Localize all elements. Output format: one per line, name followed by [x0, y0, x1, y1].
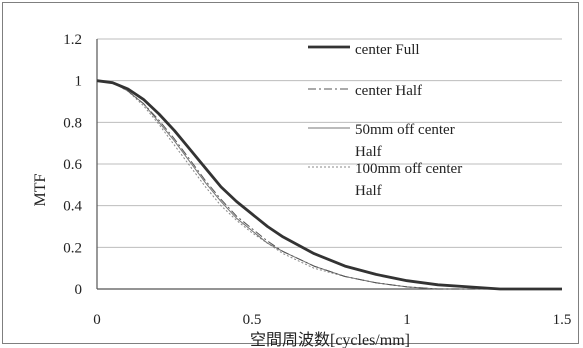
legend-label-line: 100mm off center	[355, 161, 462, 177]
y-tick-label: 1	[75, 74, 83, 90]
x-tick-label: 0	[93, 312, 101, 328]
legend-label-0: center Full	[355, 42, 420, 58]
series-line-0	[96, 79, 562, 291]
legend-label-line: Half	[355, 144, 382, 160]
x-axis-title: 空間周波数[cycles/mm]	[250, 331, 410, 348]
legend-label-2: 50mm off center Half	[355, 122, 455, 160]
y-tick-label: 0.2	[63, 240, 82, 256]
x-tick-label: 0.5	[243, 312, 262, 328]
y-tick-label: 0.4	[63, 199, 82, 215]
y-tick-label: 0.6	[63, 157, 82, 173]
x-tick-label: 1	[403, 312, 411, 328]
legend-label-1: center Half	[355, 83, 422, 99]
series-line-3	[96, 80, 562, 290]
legend-label-3: 100mm off center Half	[355, 161, 462, 199]
series-line-1	[96, 80, 562, 290]
y-tick-label: 0	[75, 282, 83, 298]
legend-label-line: center Full	[355, 42, 420, 58]
legend-label-line: center Half	[355, 83, 422, 99]
series-line-2	[96, 80, 562, 290]
legend-label-line: 50mm off center	[355, 122, 455, 138]
y-axis-title: MTF	[32, 173, 49, 206]
y-tick-label: 1.2	[63, 32, 82, 48]
y-tick-label: 0.8	[63, 115, 82, 131]
x-tick-label: 1.5	[553, 312, 572, 328]
legend-label-line: Half	[355, 183, 382, 199]
